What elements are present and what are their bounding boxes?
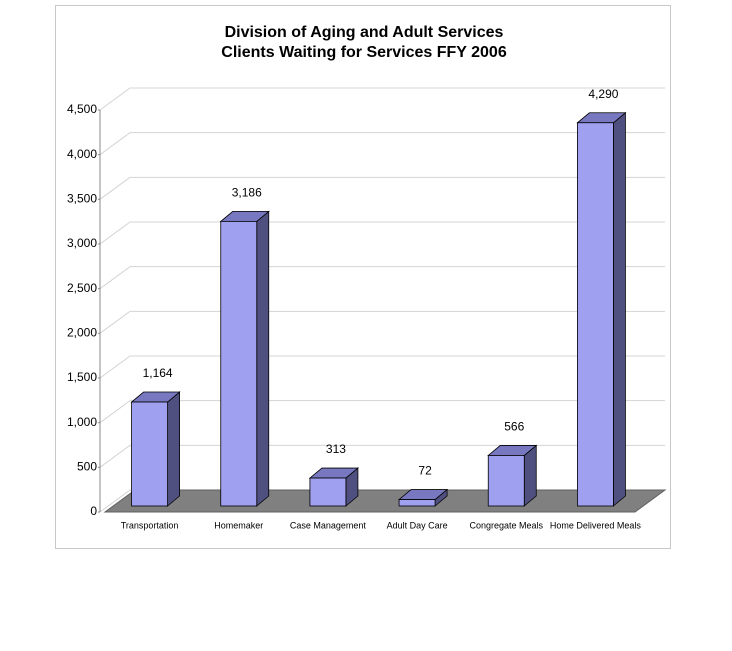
x-tick-label: Transportation <box>121 520 179 530</box>
x-tick-label: Homemaker <box>214 520 263 530</box>
bar <box>220 220 258 507</box>
bar <box>131 401 168 507</box>
value-label: 566 <box>504 420 524 434</box>
bar <box>487 455 525 507</box>
y-tick-label: 3,500 <box>67 192 97 206</box>
y-tick-label: 4,500 <box>67 102 97 116</box>
grid-line <box>99 132 665 156</box>
grid-line <box>99 355 665 379</box>
y-tick-label: 2,500 <box>67 281 97 295</box>
bar-side <box>256 210 270 507</box>
grid-line <box>99 310 665 334</box>
bar-side <box>613 111 626 507</box>
grid-line <box>99 176 665 200</box>
value-label: 72 <box>418 464 432 478</box>
y-tick-label: 500 <box>77 460 97 474</box>
grid-line <box>99 266 665 290</box>
y-tick-label: 3,000 <box>67 236 97 250</box>
value-label: 3,186 <box>232 186 262 200</box>
value-label: 4,290 <box>588 87 618 101</box>
grid-line <box>99 400 665 424</box>
value-label: 1,164 <box>143 366 173 380</box>
x-tick-label: Case Management <box>290 520 367 530</box>
bar-side <box>523 444 537 507</box>
x-tick-label: Home Delivered Meals <box>550 520 642 530</box>
grid-line <box>99 444 665 468</box>
y-tick-label: 1,500 <box>67 370 97 384</box>
bar <box>398 499 436 507</box>
y-tick-label: 1,000 <box>67 415 97 429</box>
bar <box>577 122 614 507</box>
bar <box>309 477 347 507</box>
chart-title: Clients Waiting for Services FFY 2006 <box>221 44 507 61</box>
x-tick-label: Adult Day Care <box>387 520 448 530</box>
value-label: 313 <box>326 442 346 456</box>
y-tick-label: 4,000 <box>67 147 97 161</box>
grid-line <box>99 221 665 245</box>
x-tick-label: Congregate Meals <box>469 520 543 530</box>
bar-side <box>167 391 180 507</box>
y-tick-label: 2,000 <box>67 326 97 340</box>
chart-title: Division of Aging and Adult Services <box>225 24 504 41</box>
y-tick-label: 0 <box>90 504 97 518</box>
grid-line <box>99 87 665 111</box>
